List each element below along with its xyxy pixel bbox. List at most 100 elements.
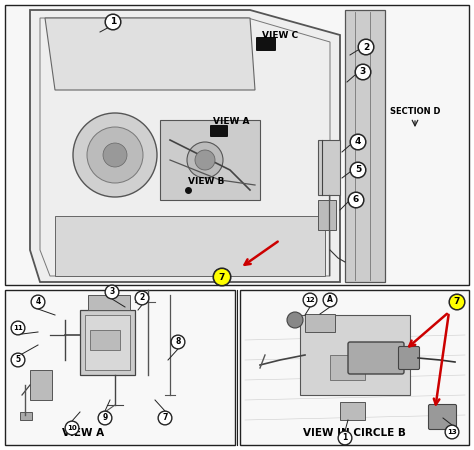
Circle shape <box>66 422 78 434</box>
Bar <box>30 370 52 400</box>
Circle shape <box>65 421 79 435</box>
Text: VIEW A: VIEW A <box>62 428 104 438</box>
Text: 3: 3 <box>360 68 366 76</box>
Circle shape <box>158 411 172 425</box>
Text: 11: 11 <box>13 325 23 331</box>
Circle shape <box>339 432 351 444</box>
Text: 5: 5 <box>355 166 361 175</box>
Circle shape <box>450 295 464 309</box>
Bar <box>5 5 469 285</box>
Circle shape <box>338 431 352 445</box>
Circle shape <box>159 412 171 424</box>
Circle shape <box>303 293 317 307</box>
Circle shape <box>11 353 25 367</box>
Circle shape <box>324 294 336 306</box>
Text: 6: 6 <box>353 195 359 204</box>
Polygon shape <box>45 18 255 90</box>
Circle shape <box>351 135 365 149</box>
Bar <box>90 330 120 350</box>
Bar <box>80 310 135 375</box>
Circle shape <box>356 65 370 79</box>
Circle shape <box>106 15 120 29</box>
Circle shape <box>99 412 111 424</box>
Bar <box>240 290 469 445</box>
Bar <box>340 402 365 420</box>
Text: VIEW B: VIEW B <box>188 177 224 186</box>
Circle shape <box>214 269 230 285</box>
Circle shape <box>32 296 44 308</box>
Circle shape <box>350 134 366 150</box>
Circle shape <box>31 295 45 309</box>
Circle shape <box>105 285 119 299</box>
Circle shape <box>358 39 374 55</box>
Text: 2: 2 <box>139 293 145 302</box>
Circle shape <box>105 14 121 30</box>
Bar <box>318 140 340 195</box>
Circle shape <box>359 40 373 54</box>
Text: 7: 7 <box>162 414 168 423</box>
Text: 8: 8 <box>175 338 181 346</box>
Bar <box>88 295 130 310</box>
Text: SECTION D: SECTION D <box>390 108 440 117</box>
Circle shape <box>106 286 118 298</box>
Bar <box>330 355 365 380</box>
Circle shape <box>11 321 25 335</box>
Text: 7: 7 <box>454 297 460 306</box>
Circle shape <box>87 127 143 183</box>
Bar <box>85 315 130 370</box>
Text: 10: 10 <box>67 425 77 431</box>
Circle shape <box>171 335 185 349</box>
Circle shape <box>73 113 157 197</box>
Text: 12: 12 <box>305 297 315 303</box>
Circle shape <box>136 292 148 304</box>
Text: 1: 1 <box>342 433 347 442</box>
Bar <box>20 412 32 420</box>
Circle shape <box>304 294 316 306</box>
Circle shape <box>103 143 127 167</box>
FancyBboxPatch shape <box>428 405 456 429</box>
Circle shape <box>12 322 24 334</box>
Circle shape <box>351 163 365 177</box>
Text: 3: 3 <box>109 288 115 297</box>
Bar <box>160 120 260 200</box>
Circle shape <box>213 268 231 286</box>
Text: 13: 13 <box>447 429 457 435</box>
Bar <box>305 314 335 332</box>
Text: VIEW IN CIRCLE B: VIEW IN CIRCLE B <box>302 428 405 438</box>
Circle shape <box>446 426 458 438</box>
Text: VIEW C: VIEW C <box>262 31 298 40</box>
Text: 1: 1 <box>110 18 116 27</box>
Text: A: A <box>327 296 333 305</box>
Bar <box>300 315 410 395</box>
Circle shape <box>323 293 337 307</box>
Circle shape <box>350 162 366 178</box>
Circle shape <box>287 312 303 328</box>
Polygon shape <box>345 10 385 282</box>
Polygon shape <box>30 10 340 282</box>
Circle shape <box>187 142 223 178</box>
Text: 2: 2 <box>363 42 369 51</box>
Circle shape <box>355 64 371 80</box>
Text: 4: 4 <box>355 138 361 147</box>
Circle shape <box>98 411 112 425</box>
Bar <box>55 216 325 276</box>
Circle shape <box>135 291 149 305</box>
Bar <box>5 290 235 445</box>
Text: 4: 4 <box>36 297 41 306</box>
Circle shape <box>445 425 459 439</box>
Text: VIEW A: VIEW A <box>213 117 249 126</box>
Circle shape <box>449 294 465 310</box>
Circle shape <box>349 193 363 207</box>
Circle shape <box>195 150 215 170</box>
Text: 5: 5 <box>16 356 20 364</box>
Circle shape <box>12 354 24 366</box>
Circle shape <box>172 336 184 348</box>
Text: 7: 7 <box>219 273 225 282</box>
FancyBboxPatch shape <box>256 37 276 51</box>
Circle shape <box>348 192 364 208</box>
FancyBboxPatch shape <box>210 125 228 137</box>
Text: 9: 9 <box>102 414 108 423</box>
FancyBboxPatch shape <box>348 342 404 374</box>
Bar <box>318 200 336 230</box>
FancyBboxPatch shape <box>399 346 419 369</box>
